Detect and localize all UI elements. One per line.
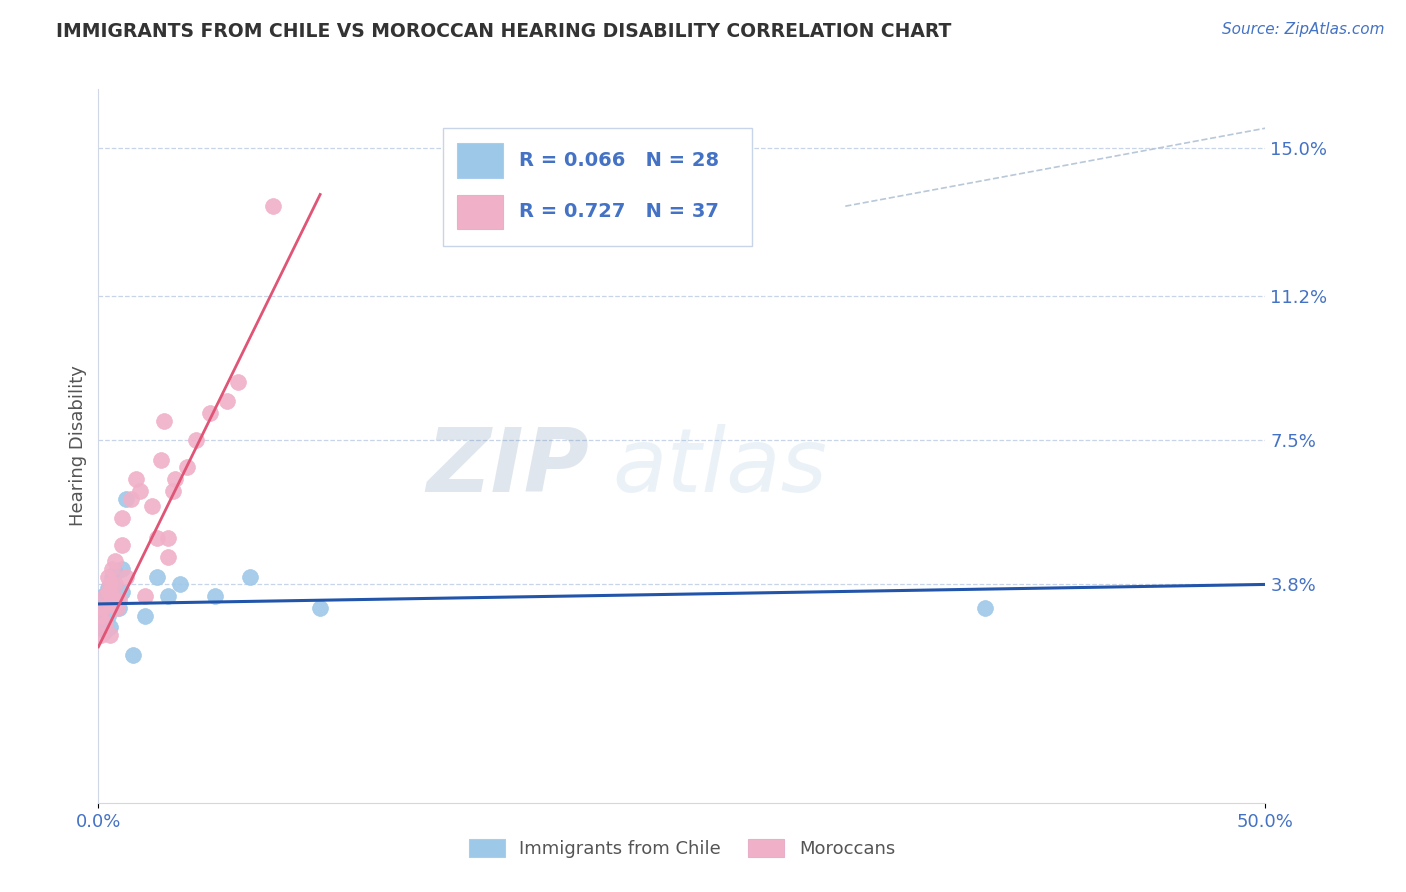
Point: [115, 491, 138, 506]
Point: [101, 589, 124, 603]
Point: [262, 199, 284, 213]
Point: [974, 600, 997, 615]
Point: [152, 414, 174, 428]
Point: [134, 589, 156, 603]
Text: IMMIGRANTS FROM CHILE VS MOROCCAN HEARING DISABILITY CORRELATION CHART: IMMIGRANTS FROM CHILE VS MOROCCAN HEARIN…: [56, 22, 952, 41]
Point: [91, 600, 114, 615]
Point: [108, 600, 131, 615]
Point: [125, 472, 148, 486]
Point: [204, 589, 226, 603]
Point: [91, 613, 114, 627]
Point: [104, 554, 127, 568]
Bar: [457, 144, 503, 178]
Point: [97, 569, 120, 583]
Text: R = 0.727   N = 37: R = 0.727 N = 37: [519, 202, 718, 221]
Point: [104, 577, 127, 591]
Point: [97, 608, 120, 623]
Bar: [457, 194, 503, 229]
Point: [157, 589, 180, 603]
Point: [98, 597, 121, 611]
Point: [165, 472, 187, 486]
Point: [98, 585, 121, 599]
Point: [309, 600, 332, 615]
Point: [146, 531, 169, 545]
Point: [134, 608, 156, 623]
Point: [101, 562, 124, 576]
Point: [129, 483, 152, 498]
Point: [176, 460, 198, 475]
Point: [101, 569, 124, 583]
Text: ZIP: ZIP: [426, 424, 589, 511]
Point: [141, 500, 163, 514]
Text: Source: ZipAtlas.com: Source: ZipAtlas.com: [1222, 22, 1385, 37]
Point: [150, 452, 173, 467]
Point: [157, 550, 180, 565]
Point: [108, 593, 131, 607]
Point: [162, 483, 184, 498]
Point: [98, 620, 121, 634]
Point: [215, 394, 238, 409]
Point: [90, 628, 112, 642]
Legend: Immigrants from Chile, Moroccans: Immigrants from Chile, Moroccans: [468, 838, 896, 858]
Point: [94, 616, 117, 631]
Point: [146, 569, 169, 583]
Point: [120, 491, 142, 506]
Text: atlas: atlas: [612, 425, 827, 510]
Point: [94, 589, 117, 603]
Point: [157, 531, 180, 545]
Point: [94, 593, 117, 607]
Point: [111, 538, 134, 552]
Point: [97, 582, 120, 596]
Y-axis label: Hearing Disability: Hearing Disability: [69, 366, 87, 526]
Point: [239, 569, 262, 583]
FancyBboxPatch shape: [443, 128, 752, 246]
Point: [169, 577, 191, 591]
Point: [104, 577, 127, 591]
Point: [228, 375, 250, 389]
Point: [90, 605, 112, 619]
Point: [122, 648, 145, 662]
Point: [186, 433, 208, 447]
Point: [115, 569, 138, 583]
Point: [98, 597, 121, 611]
Point: [104, 566, 127, 580]
Point: [111, 511, 134, 525]
Point: [200, 406, 222, 420]
Point: [105, 593, 128, 607]
Point: [111, 585, 134, 599]
Point: [91, 589, 114, 603]
Point: [111, 562, 134, 576]
Point: [98, 577, 121, 591]
Point: [94, 624, 117, 639]
Text: R = 0.066   N = 28: R = 0.066 N = 28: [519, 151, 718, 170]
Point: [98, 628, 121, 642]
Point: [101, 589, 124, 603]
Point: [90, 608, 112, 623]
Point: [97, 585, 120, 599]
Point: [105, 600, 128, 615]
